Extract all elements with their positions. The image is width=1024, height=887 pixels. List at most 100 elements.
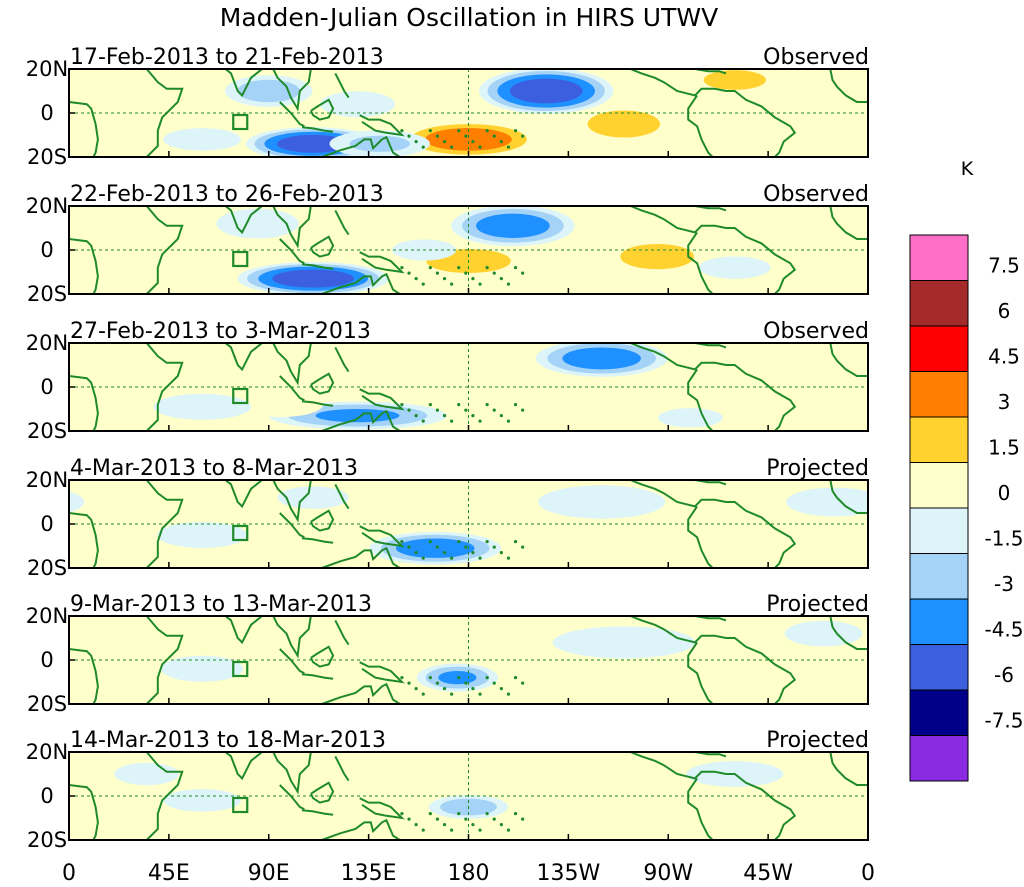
coastline [321,135,401,157]
anomaly-feature [140,265,220,287]
colorbar-level-label: -3 [994,572,1014,596]
contour-level [163,789,241,812]
island-dot [499,551,503,555]
colorbar-swatch [909,644,969,691]
island-dot [492,681,496,685]
contour-level [658,408,723,428]
island-dot [457,676,461,680]
island-dot [450,556,454,560]
anomaly-feature [160,655,244,682]
lat-tick-label: 20N [26,468,68,492]
coastline [630,343,727,371]
coastline [279,784,305,811]
anomaly-feature [538,485,666,519]
colorbar-swatch [909,416,969,463]
coastline [145,343,184,431]
map-panel-6: 20N 0 20S 14-Mar-2013 to 18-Mar-2013 Project… [26,728,869,852]
island-dot [407,545,411,549]
coastline [726,364,797,431]
panel-period: 9-Mar-2013 to 13-Mar-2013 [70,592,372,617]
coastline [195,343,263,372]
colorbar-level-label: -6 [994,663,1014,687]
coastline [359,525,405,548]
lat-tick-label: 20N [26,331,68,355]
anomaly-feature [575,106,673,142]
contour-level [916,72,998,102]
anomaly-feature [366,762,438,786]
colorbar-level-label: 7.5 [988,254,1020,278]
island-dot [421,419,425,423]
island-dot [478,419,482,423]
island-dot [492,545,496,549]
island-dot [506,692,511,696]
contour-level [901,209,991,239]
coastline [145,616,184,704]
contour-level [476,213,550,238]
island-dot [499,414,503,418]
contour-level [140,265,220,287]
island-dot [450,419,454,423]
contour-level [163,128,241,151]
contour-level [699,256,771,279]
island-dot [428,676,432,680]
lat-tick-label: 20S [27,828,67,852]
anomaly-feature [69,487,868,517]
colorbar-level-label: -4.5 [984,618,1023,642]
coastline [272,752,312,795]
island-dot [513,403,518,407]
island-dot [492,134,496,138]
island-dot [407,271,411,275]
panel-status: Projected [766,456,869,481]
anomaly-feature [373,71,453,93]
coastline [321,546,401,568]
anomaly-feature [460,618,543,649]
coastline [321,272,401,294]
island-outline [232,113,249,131]
contour-level [122,352,194,378]
coastline [301,126,334,133]
lon-tick-label: 45W [743,861,793,886]
coastline [145,206,184,294]
coastline [195,69,263,98]
lat-tick-label: 0 [40,238,53,262]
island-dot [492,271,496,275]
contour-level [460,618,543,649]
island-dot [442,140,447,144]
coastline [726,90,797,157]
contour-level [538,485,666,519]
anomaly-feature [692,675,777,698]
contour-level [101,208,192,239]
coastline [829,752,868,786]
island-dot [506,828,511,832]
coastline [694,206,727,212]
island-outline [232,796,249,814]
island-dot [478,282,482,286]
coastline [301,400,334,407]
contour-level [405,352,488,387]
coastline [272,69,312,112]
coastline [334,209,350,236]
lat-tick-label: 0 [40,784,53,808]
contour-level [552,626,696,659]
lat-tick-label: 0 [40,512,53,536]
lat-tick-label: 20S [27,145,67,169]
panel-status: Observed [763,182,869,207]
panel-status: Projected [766,592,869,617]
coastline [279,101,305,128]
contour-level [562,347,641,370]
island-dot [421,145,425,149]
island-dot [435,134,440,138]
island-outline [232,250,249,268]
coastlines [69,206,868,294]
island-dot [471,414,475,418]
island-dot [457,812,461,816]
coastline [195,480,263,509]
lat-tick-label: 0 [40,648,53,672]
lat-tick-label: 20S [27,282,67,306]
anomaly-feature [69,394,868,424]
island-dot [471,140,475,144]
island-dot [442,823,447,827]
colorbar-level-label: -7.5 [984,709,1023,733]
island-dot [400,812,404,816]
island-dot [442,687,447,691]
